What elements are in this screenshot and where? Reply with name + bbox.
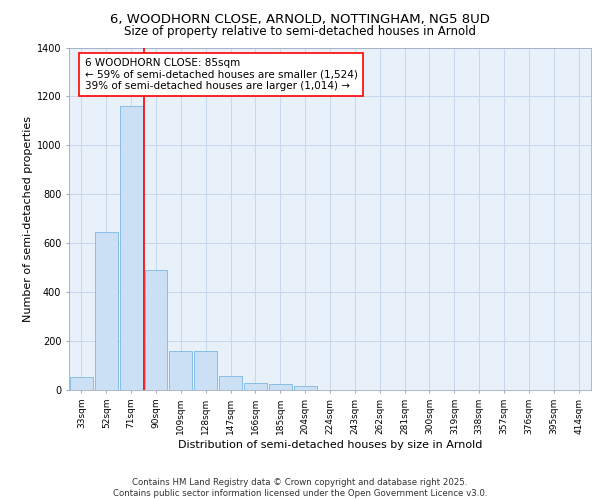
Bar — [219, 376, 242, 390]
Bar — [120, 106, 143, 390]
Bar — [169, 351, 192, 390]
Bar — [294, 386, 317, 390]
Text: Size of property relative to semi-detached houses in Arnold: Size of property relative to semi-detach… — [124, 25, 476, 38]
Bar — [244, 382, 267, 390]
Bar — [70, 376, 93, 390]
Text: 6, WOODHORN CLOSE, ARNOLD, NOTTINGHAM, NG5 8UD: 6, WOODHORN CLOSE, ARNOLD, NOTTINGHAM, N… — [110, 12, 490, 26]
Bar — [145, 270, 167, 390]
Bar — [95, 232, 118, 390]
Text: Contains HM Land Registry data © Crown copyright and database right 2025.
Contai: Contains HM Land Registry data © Crown c… — [113, 478, 487, 498]
Bar — [194, 351, 217, 390]
Text: 6 WOODHORN CLOSE: 85sqm
← 59% of semi-detached houses are smaller (1,524)
39% of: 6 WOODHORN CLOSE: 85sqm ← 59% of semi-de… — [85, 58, 358, 91]
Bar — [269, 384, 292, 390]
Y-axis label: Number of semi-detached properties: Number of semi-detached properties — [23, 116, 32, 322]
X-axis label: Distribution of semi-detached houses by size in Arnold: Distribution of semi-detached houses by … — [178, 440, 482, 450]
